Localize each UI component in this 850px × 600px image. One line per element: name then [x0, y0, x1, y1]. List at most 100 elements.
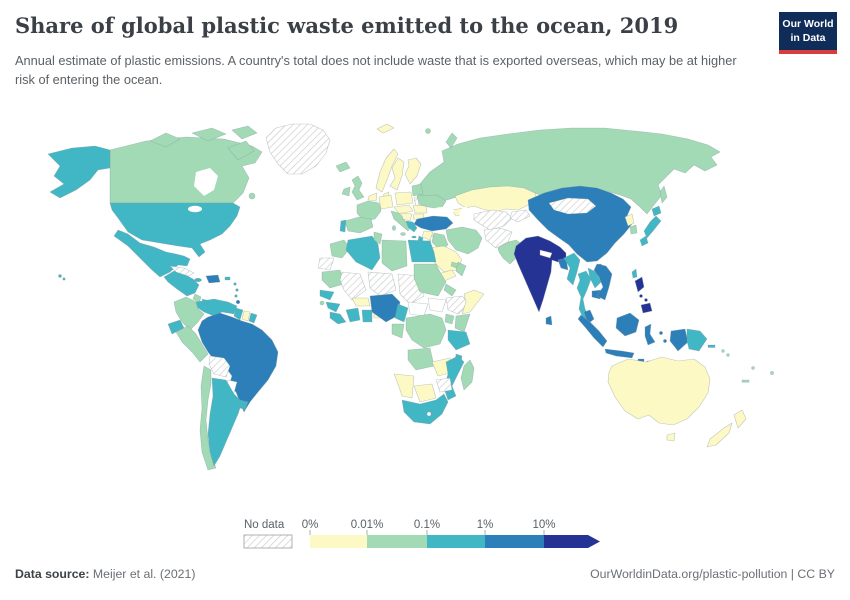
legend-bin-2[interactable] — [427, 535, 485, 548]
country-india[interactable] — [513, 235, 567, 313]
country-botswana[interactable] — [413, 383, 437, 403]
country-argentina[interactable] — [207, 377, 243, 467]
country-novaya-zemlya[interactable] — [445, 132, 458, 149]
country-uae[interactable] — [450, 261, 460, 269]
country-lesotho[interactable] — [426, 411, 432, 417]
country-eritrea[interactable] — [443, 283, 457, 297]
country-svalbard[interactable] — [376, 123, 395, 134]
country-west-papua[interactable] — [669, 328, 689, 352]
country-mindanao[interactable] — [640, 302, 653, 314]
country-moluccas-2[interactable] — [663, 339, 667, 343]
country-alaska[interactable] — [47, 145, 111, 199]
country-poland[interactable] — [394, 191, 414, 206]
country-balkans[interactable] — [400, 212, 413, 222]
country-nz-north[interactable] — [733, 409, 747, 429]
legend-bin-3[interactable] — [485, 535, 544, 548]
country-jamaica[interactable] — [194, 277, 202, 283]
country-peru[interactable] — [175, 325, 209, 363]
country-finland[interactable] — [404, 157, 422, 185]
country-guatemala[interactable] — [163, 270, 200, 297]
country-puerto-rico[interactable] — [224, 276, 231, 281]
country-sudan[interactable] — [413, 263, 447, 297]
country-baffin[interactable] — [227, 140, 255, 161]
country-spain[interactable] — [344, 216, 374, 234]
country-angola[interactable] — [407, 347, 435, 371]
country-uganda[interactable] — [444, 313, 455, 325]
country-car[interactable] — [407, 301, 429, 317]
country-hawaii-2[interactable] — [62, 277, 66, 281]
country-south-sudan[interactable] — [427, 297, 447, 313]
country-japan-honshu[interactable] — [643, 215, 662, 239]
country-central-europe[interactable] — [393, 204, 414, 215]
country-madagascar[interactable] — [460, 359, 475, 391]
country-fiji[interactable] — [770, 371, 774, 375]
country-venezuela[interactable] — [195, 298, 238, 317]
country-guinea-bissau[interactable] — [319, 300, 325, 306]
country-south-africa[interactable] — [401, 393, 449, 425]
country-france[interactable] — [356, 200, 382, 222]
country-morocco[interactable] — [329, 239, 351, 259]
country-antilles-3[interactable] — [234, 294, 238, 298]
country-italy[interactable] — [390, 210, 412, 232]
country-hispaniola[interactable] — [205, 274, 221, 284]
country-png[interactable] — [686, 328, 708, 352]
footer-link[interactable]: OurWorldinData.org/plastic-pollution — [590, 567, 788, 581]
country-sierra-leone[interactable] — [329, 311, 347, 325]
legend-bin-1[interactable] — [367, 535, 427, 548]
country-sicily[interactable] — [400, 232, 406, 236]
country-norway[interactable] — [375, 148, 399, 193]
country-cuba[interactable] — [169, 265, 195, 277]
legend-no-data-swatch[interactable] — [243, 534, 293, 549]
country-new-britain[interactable] — [707, 344, 716, 348]
country-luzon[interactable] — [634, 276, 645, 293]
country-suriname[interactable] — [241, 310, 251, 322]
country-solomon-2[interactable] — [726, 353, 730, 357]
country-cameroon[interactable] — [394, 303, 409, 323]
country-solomon-1[interactable] — [721, 349, 725, 353]
country-germany[interactable] — [378, 194, 394, 210]
country-vanuatu[interactable] — [751, 366, 755, 370]
country-somalia[interactable] — [461, 289, 485, 315]
country-colombia[interactable] — [173, 296, 205, 331]
country-namibia[interactable] — [393, 373, 415, 399]
country-new-caledonia[interactable] — [741, 379, 750, 383]
country-antilles-1[interactable] — [233, 282, 237, 286]
country-kyrgyzstan[interactable] — [509, 209, 531, 223]
country-kenya[interactable] — [454, 313, 471, 333]
country-uruguay[interactable] — [237, 399, 249, 411]
legend-bin-0[interactable] — [310, 535, 367, 548]
country-tasmania[interactable] — [666, 432, 676, 442]
country-mauritania[interactable] — [321, 269, 345, 289]
country-ivory-coast[interactable] — [345, 307, 361, 323]
country-mali[interactable] — [339, 271, 367, 301]
country-japan-kyushu[interactable] — [639, 235, 649, 247]
country-vietnam[interactable] — [593, 263, 613, 301]
country-sweden[interactable] — [389, 157, 405, 191]
country-canada-arctic-3[interactable] — [231, 125, 258, 140]
country-sumatra[interactable] — [577, 314, 608, 348]
country-french-guiana[interactable] — [248, 312, 258, 324]
legend-bin-4[interactable] — [544, 535, 588, 548]
country-greenland[interactable] — [265, 123, 331, 175]
country-borneo[interactable] — [615, 312, 640, 337]
country-visayas-2[interactable] — [644, 298, 648, 302]
country-moluccas-1[interactable] — [659, 331, 663, 335]
country-kazakhstan[interactable] — [454, 185, 538, 213]
country-gabon[interactable] — [391, 323, 405, 339]
country-burkina[interactable] — [351, 297, 371, 307]
country-crete[interactable] — [411, 235, 417, 239]
country-western-sahara[interactable] — [317, 257, 335, 271]
country-portugal[interactable] — [339, 219, 347, 233]
country-mongolia[interactable] — [548, 197, 597, 215]
country-ghana[interactable] — [361, 309, 373, 323]
country-java[interactable] — [604, 348, 635, 359]
country-algeria[interactable] — [345, 235, 381, 271]
country-iceland[interactable] — [335, 161, 351, 173]
country-nz-south[interactable] — [706, 422, 733, 448]
country-visayas-1[interactable] — [639, 294, 643, 298]
country-syria[interactable] — [421, 230, 434, 241]
country-tunisia[interactable] — [373, 231, 383, 245]
country-sulawesi[interactable] — [644, 323, 656, 346]
country-turkey[interactable] — [413, 215, 454, 232]
country-south-korea[interactable] — [629, 224, 638, 235]
